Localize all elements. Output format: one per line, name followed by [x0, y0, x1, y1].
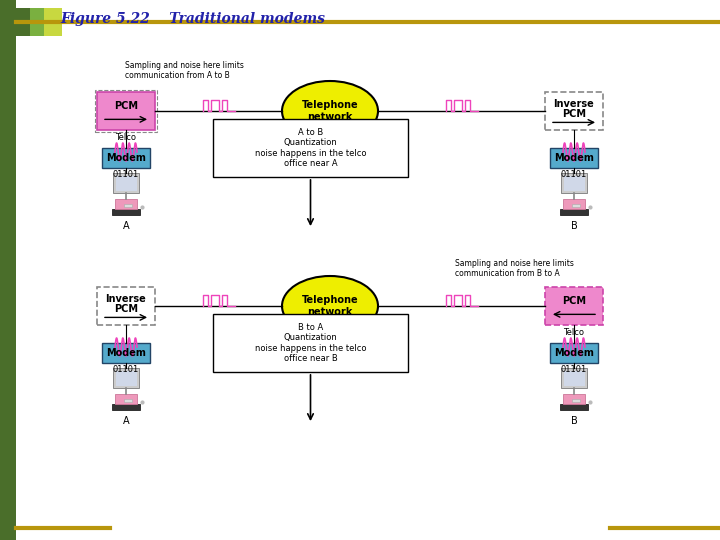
FancyBboxPatch shape [97, 287, 155, 325]
FancyBboxPatch shape [44, 8, 62, 36]
FancyBboxPatch shape [545, 287, 603, 325]
Text: 01101: 01101 [561, 170, 587, 179]
FancyBboxPatch shape [213, 314, 408, 372]
Text: A: A [122, 221, 130, 231]
FancyBboxPatch shape [113, 368, 139, 388]
FancyBboxPatch shape [112, 209, 140, 215]
FancyBboxPatch shape [572, 399, 580, 402]
FancyBboxPatch shape [115, 370, 137, 386]
Text: Inverse: Inverse [554, 99, 595, 109]
Text: A: A [122, 416, 130, 426]
FancyBboxPatch shape [115, 176, 137, 191]
Text: PCM: PCM [562, 109, 586, 119]
Text: Telephone
network: Telephone network [302, 295, 359, 317]
FancyBboxPatch shape [550, 343, 598, 363]
FancyBboxPatch shape [564, 176, 585, 191]
Text: PCM: PCM [114, 304, 138, 314]
Text: Modem: Modem [554, 348, 594, 358]
FancyBboxPatch shape [563, 199, 585, 209]
Text: 01101: 01101 [113, 170, 139, 179]
FancyBboxPatch shape [213, 119, 408, 177]
FancyBboxPatch shape [113, 173, 139, 193]
FancyBboxPatch shape [550, 148, 598, 168]
FancyBboxPatch shape [112, 404, 140, 410]
Ellipse shape [282, 81, 378, 141]
Text: Telephone
network: Telephone network [302, 100, 359, 122]
FancyBboxPatch shape [102, 343, 150, 363]
FancyBboxPatch shape [560, 209, 588, 215]
Text: B: B [571, 416, 577, 426]
Text: 01101: 01101 [561, 365, 587, 374]
Ellipse shape [282, 276, 378, 336]
FancyBboxPatch shape [124, 399, 132, 402]
Text: Sampling and noise here limits
communication from A to B: Sampling and noise here limits communica… [125, 60, 244, 80]
FancyBboxPatch shape [115, 199, 137, 209]
Text: PCM: PCM [114, 102, 138, 111]
FancyBboxPatch shape [545, 92, 603, 130]
Text: B: B [571, 221, 577, 231]
FancyBboxPatch shape [30, 8, 48, 36]
FancyBboxPatch shape [16, 8, 34, 36]
Text: Figure 5.22    Traditional modems: Figure 5.22 Traditional modems [60, 12, 325, 26]
FancyBboxPatch shape [561, 368, 587, 388]
Text: Sampling and noise here limits
communication from B to A: Sampling and noise here limits communica… [455, 259, 574, 278]
FancyBboxPatch shape [115, 394, 137, 404]
FancyBboxPatch shape [561, 173, 587, 193]
Text: Telco: Telco [115, 133, 137, 142]
Text: Telco: Telco [564, 328, 585, 337]
FancyBboxPatch shape [0, 0, 16, 540]
Text: Modem: Modem [554, 153, 594, 163]
FancyBboxPatch shape [97, 92, 155, 130]
Text: Inverse: Inverse [106, 294, 146, 304]
Text: A to B
Quantization
noise happens in the telco
office near A: A to B Quantization noise happens in the… [255, 128, 366, 168]
FancyBboxPatch shape [124, 204, 132, 207]
FancyBboxPatch shape [564, 370, 585, 386]
FancyBboxPatch shape [560, 404, 588, 410]
Text: PCM: PCM [562, 296, 586, 306]
Text: 01101: 01101 [113, 365, 139, 374]
Text: B to A
Quantization
noise happens in the telco
office near B: B to A Quantization noise happens in the… [255, 323, 366, 363]
FancyBboxPatch shape [102, 148, 150, 168]
FancyBboxPatch shape [572, 204, 580, 207]
Text: Modem: Modem [106, 348, 146, 358]
FancyBboxPatch shape [563, 394, 585, 404]
Text: Modem: Modem [106, 153, 146, 163]
